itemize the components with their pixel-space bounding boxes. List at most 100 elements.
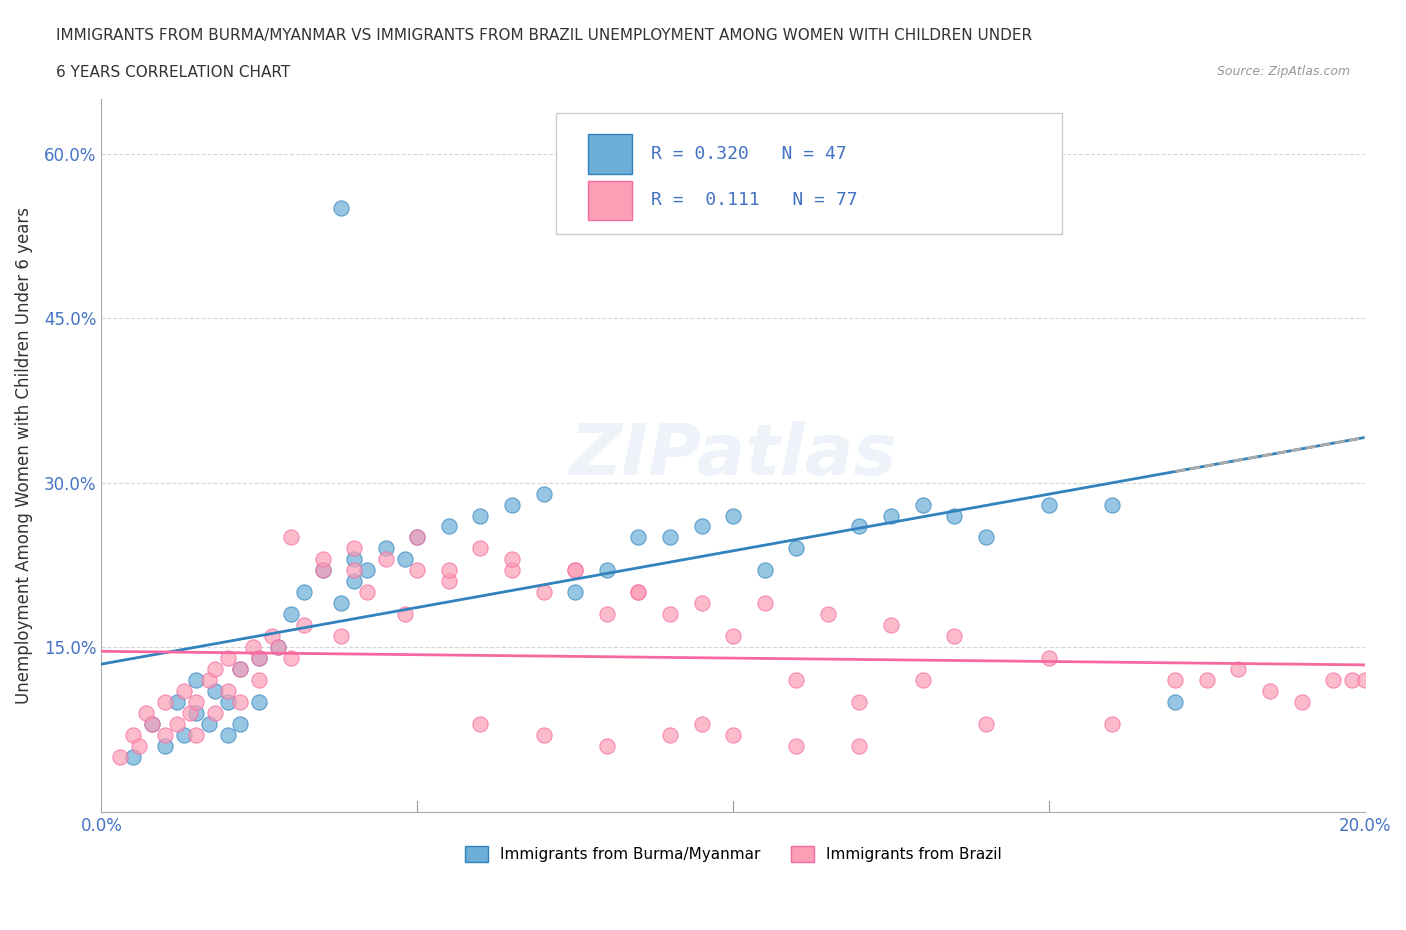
Immigrants from Brazil bbox=[596, 738, 619, 753]
Immigrants from Brazil bbox=[406, 563, 429, 578]
Immigrants from Brazil bbox=[406, 530, 429, 545]
Legend: Immigrants from Burma/Myanmar, Immigrants from Brazil: Immigrants from Burma/Myanmar, Immigrant… bbox=[458, 840, 1008, 869]
Immigrants from Brazil bbox=[848, 695, 870, 710]
Immigrants from Brazil bbox=[1038, 651, 1060, 666]
Immigrants from Brazil bbox=[533, 727, 555, 742]
Immigrants from Burma/Myanmar bbox=[267, 640, 290, 655]
Immigrants from Brazil bbox=[186, 727, 208, 742]
Text: ZIPatlas: ZIPatlas bbox=[569, 420, 897, 490]
Immigrants from Brazil bbox=[267, 640, 290, 655]
Immigrants from Brazil bbox=[596, 606, 619, 621]
Immigrants from Brazil bbox=[356, 585, 378, 600]
Immigrants from Brazil bbox=[1101, 716, 1123, 731]
Immigrants from Burma/Myanmar bbox=[217, 727, 239, 742]
Immigrants from Brazil bbox=[785, 672, 807, 687]
Immigrants from Brazil bbox=[848, 738, 870, 753]
Immigrants from Brazil bbox=[564, 563, 586, 578]
Immigrants from Burma/Myanmar bbox=[470, 508, 492, 523]
Immigrants from Brazil bbox=[754, 596, 776, 611]
Immigrants from Brazil bbox=[437, 563, 460, 578]
Immigrants from Brazil bbox=[564, 563, 586, 578]
Immigrants from Brazil bbox=[880, 618, 903, 632]
Immigrants from Brazil bbox=[179, 706, 201, 721]
Immigrants from Burma/Myanmar bbox=[406, 530, 429, 545]
Immigrants from Brazil bbox=[343, 563, 366, 578]
Immigrants from Brazil bbox=[128, 738, 150, 753]
Immigrants from Burma/Myanmar bbox=[785, 541, 807, 556]
Immigrants from Burma/Myanmar bbox=[204, 684, 226, 698]
Immigrants from Burma/Myanmar bbox=[247, 695, 270, 710]
Immigrants from Burma/Myanmar bbox=[198, 716, 221, 731]
Immigrants from Brazil bbox=[470, 716, 492, 731]
Immigrants from Brazil bbox=[501, 563, 523, 578]
Immigrants from Burma/Myanmar bbox=[229, 661, 252, 676]
Immigrants from Burma/Myanmar bbox=[311, 563, 333, 578]
Immigrants from Burma/Myanmar bbox=[247, 651, 270, 666]
Text: Source: ZipAtlas.com: Source: ZipAtlas.com bbox=[1216, 65, 1350, 78]
Immigrants from Burma/Myanmar bbox=[690, 519, 713, 534]
Immigrants from Brazil bbox=[204, 661, 226, 676]
Immigrants from Burma/Myanmar bbox=[122, 750, 145, 764]
Immigrants from Brazil bbox=[437, 574, 460, 589]
Immigrants from Brazil bbox=[217, 651, 239, 666]
Immigrants from Burma/Myanmar bbox=[880, 508, 903, 523]
Immigrants from Brazil bbox=[1291, 695, 1313, 710]
Immigrants from Burma/Myanmar bbox=[280, 606, 302, 621]
Immigrants from Burma/Myanmar bbox=[229, 716, 252, 731]
Immigrants from Burma/Myanmar bbox=[974, 530, 997, 545]
Immigrants from Burma/Myanmar bbox=[1164, 695, 1187, 710]
Bar bbox=[588, 134, 633, 174]
Immigrants from Burma/Myanmar bbox=[627, 530, 650, 545]
Immigrants from Brazil bbox=[974, 716, 997, 731]
Immigrants from Burma/Myanmar bbox=[173, 727, 195, 742]
Immigrants from Brazil bbox=[280, 530, 302, 545]
Immigrants from Brazil bbox=[153, 727, 176, 742]
Immigrants from Brazil bbox=[785, 738, 807, 753]
Immigrants from Brazil bbox=[122, 727, 145, 742]
Immigrants from Brazil bbox=[374, 552, 396, 567]
Immigrants from Burma/Myanmar bbox=[911, 498, 934, 512]
Immigrants from Brazil bbox=[242, 640, 264, 655]
Immigrants from Brazil bbox=[229, 695, 252, 710]
Immigrants from Brazil bbox=[1258, 684, 1281, 698]
Immigrants from Brazil bbox=[1195, 672, 1218, 687]
Immigrants from Brazil bbox=[292, 618, 315, 632]
Immigrants from Burma/Myanmar bbox=[343, 574, 366, 589]
Immigrants from Brazil bbox=[330, 629, 353, 644]
Immigrants from Burma/Myanmar bbox=[394, 552, 416, 567]
Immigrants from Brazil bbox=[658, 606, 681, 621]
Immigrants from Brazil bbox=[943, 629, 966, 644]
Immigrants from Burma/Myanmar bbox=[292, 585, 315, 600]
Immigrants from Burma/Myanmar bbox=[330, 596, 353, 611]
Immigrants from Burma/Myanmar bbox=[374, 541, 396, 556]
Immigrants from Brazil bbox=[394, 606, 416, 621]
Immigrants from Burma/Myanmar bbox=[596, 563, 619, 578]
Bar bbox=[588, 180, 633, 219]
Immigrants from Brazil bbox=[1164, 672, 1187, 687]
Immigrants from Burma/Myanmar bbox=[141, 716, 163, 731]
Immigrants from Burma/Myanmar bbox=[1038, 498, 1060, 512]
Immigrants from Brazil bbox=[627, 585, 650, 600]
Immigrants from Brazil bbox=[817, 606, 839, 621]
Immigrants from Brazil bbox=[721, 727, 744, 742]
Immigrants from Brazil bbox=[166, 716, 188, 731]
Immigrants from Brazil bbox=[690, 716, 713, 731]
Immigrants from Brazil bbox=[1354, 672, 1376, 687]
Immigrants from Burma/Myanmar bbox=[943, 508, 966, 523]
Immigrants from Brazil bbox=[501, 552, 523, 567]
Immigrants from Burma/Myanmar bbox=[1101, 498, 1123, 512]
Y-axis label: Unemployment Among Women with Children Under 6 years: Unemployment Among Women with Children U… bbox=[15, 206, 32, 704]
Immigrants from Burma/Myanmar bbox=[186, 672, 208, 687]
Immigrants from Burma/Myanmar bbox=[356, 563, 378, 578]
Immigrants from Burma/Myanmar bbox=[343, 552, 366, 567]
Immigrants from Brazil bbox=[1227, 661, 1250, 676]
Immigrants from Brazil bbox=[470, 541, 492, 556]
Immigrants from Brazil bbox=[141, 716, 163, 731]
Immigrants from Burma/Myanmar bbox=[754, 563, 776, 578]
FancyBboxPatch shape bbox=[557, 113, 1062, 234]
Immigrants from Brazil bbox=[204, 706, 226, 721]
Immigrants from Burma/Myanmar bbox=[564, 585, 586, 600]
Immigrants from Burma/Myanmar bbox=[533, 486, 555, 501]
Immigrants from Brazil bbox=[110, 750, 132, 764]
Immigrants from Brazil bbox=[217, 684, 239, 698]
